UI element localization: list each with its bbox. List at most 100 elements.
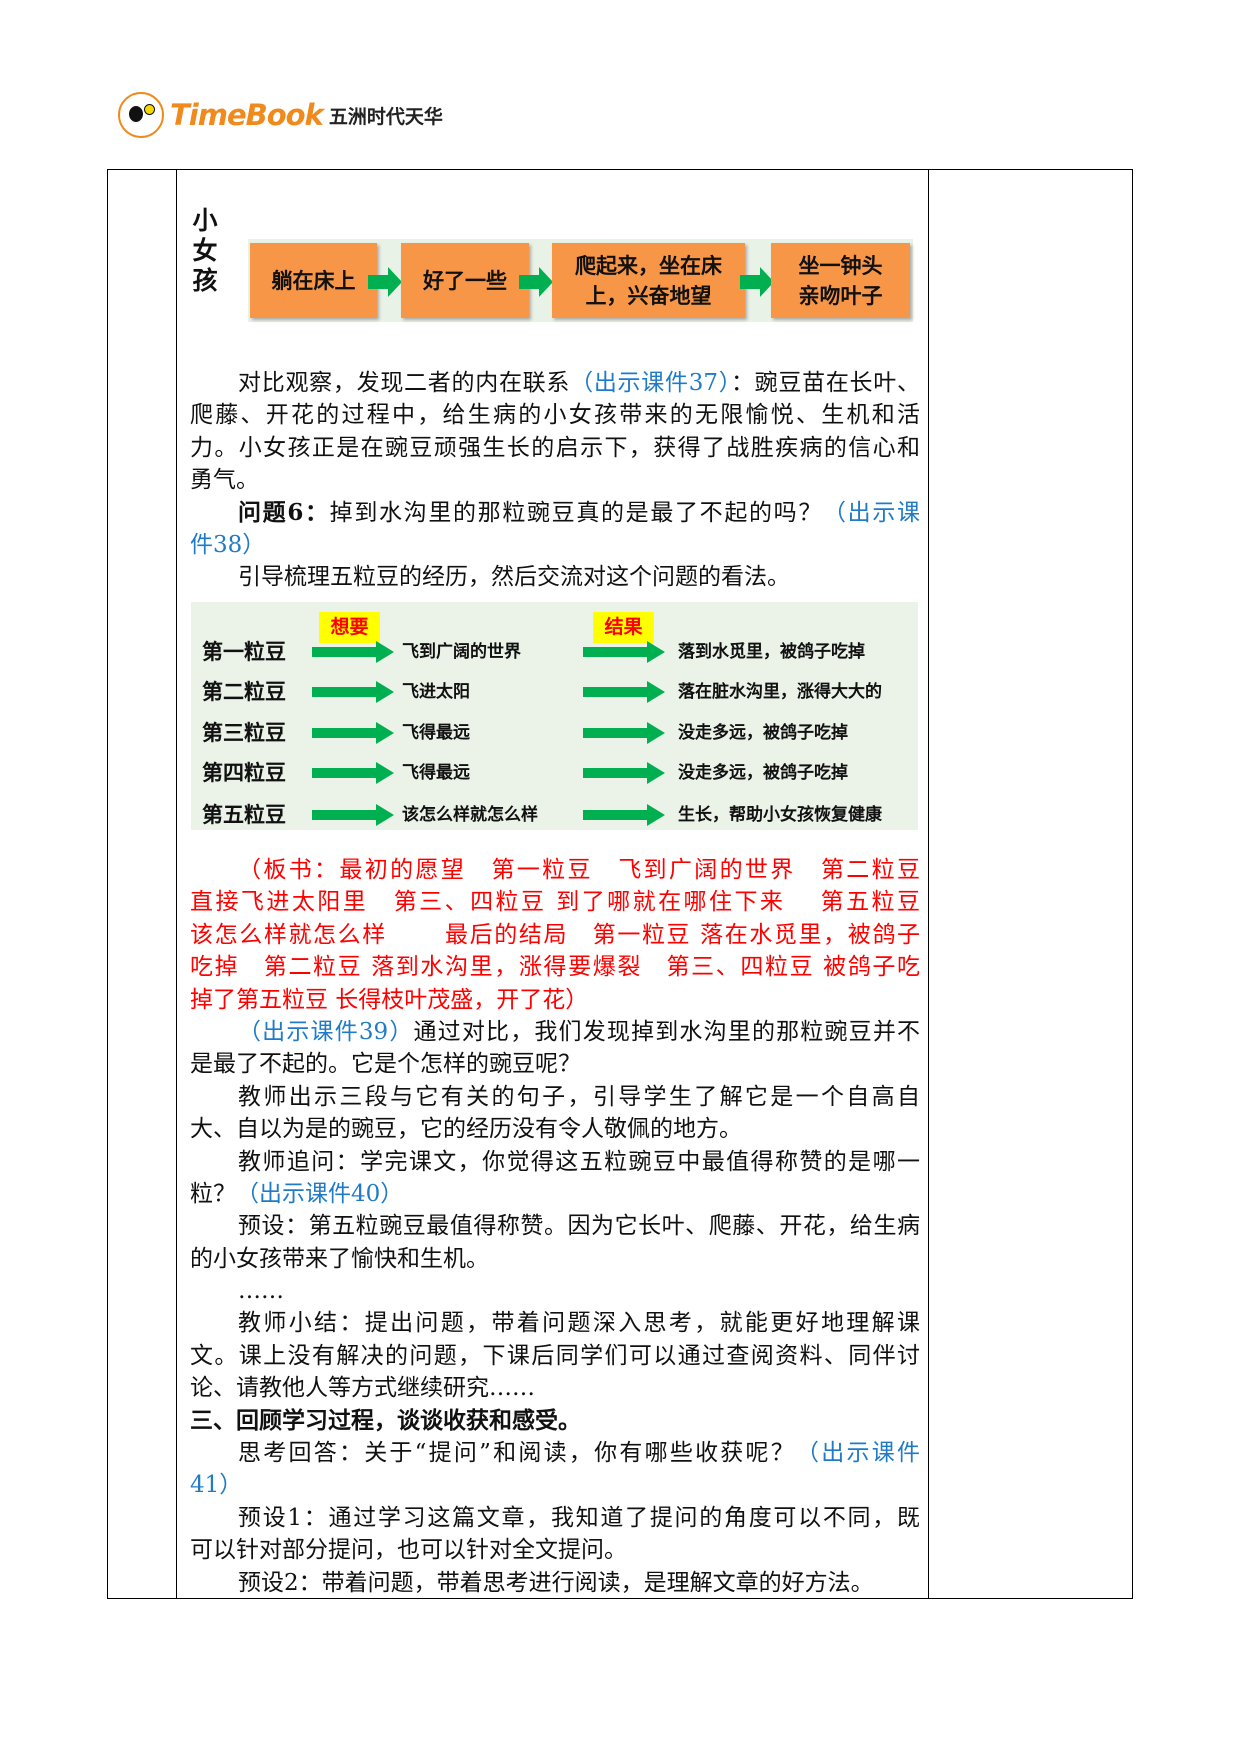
pea-result: 落到水觅里，被鸽子吃掉 [678, 642, 865, 662]
text-line: 爬藤、开花的过程中，给生病的小女孩带来的无限愉悦、生机和活 [190, 399, 920, 431]
text-segment: 预设2：带着问题，带着思考进行阅读，是理解文章的好方法。 [238, 1569, 874, 1596]
text-segment: 教师出示三段与它有关的句子，引导学生了解它是一个自高自 [238, 1083, 920, 1110]
mascot-icon [118, 92, 164, 138]
text-segment: 可以针对部分提问，也可以针对全文提问。 [190, 1537, 627, 1564]
text-line: 预设：第五粒豌豆最值得称赞。因为它长叶、爬藤、开花，给生病 [190, 1210, 920, 1242]
pea-label: 第五粒豆 [202, 802, 286, 827]
text-segment: 教师追问：学完课文，你觉得这五粒豌豆中最值得称赞的是哪一 [238, 1148, 920, 1175]
tag-result: 结果 [593, 612, 654, 643]
arrow-right-icon [583, 804, 665, 826]
arrow-right-icon [312, 762, 394, 784]
text-segment: ：豌豆苗在长叶、 [730, 370, 920, 396]
pea-row: 第三粒豆 飞得最远 没走多远，被鸽子吃掉 [191, 716, 918, 750]
text-segment: 通过对比，我们发现掉到水沟里的那粒豌豆并不 [413, 1018, 921, 1045]
arrow-right-icon [312, 804, 394, 826]
arrow-right-icon [583, 722, 665, 744]
courseware-ref: （出示课件39） [238, 1018, 414, 1045]
text-line: 引导梳理五粒豆的经历，然后交流对这个问题的看法。 [190, 561, 920, 593]
pea-label: 第三粒豆 [202, 720, 286, 745]
text-section-a: 对比观察，发现二者的内在联系（出示课件37）：豌豆苗在长叶、爬藤、开花的过程中，… [190, 367, 920, 594]
text-section-b: （板书：最初的愿望 第一粒豆 飞到广阔的世界 第二粒豆 直接飞进太阳里 第三、四粒… [190, 854, 920, 1599]
pea-row: 第一粒豆 飞到广阔的世界 落到水觅里，被鸽子吃掉 [191, 635, 918, 669]
text-line: 对比观察，发现二者的内在联系（出示课件37）：豌豆苗在长叶、 [190, 367, 920, 399]
text-line: 大、自以为是的豌豆，它的经历没有令人敬佩的地方。 [190, 1113, 920, 1145]
text-segment: 思考回答：关于“提问”和阅读，你有哪些收获呢？ [238, 1440, 797, 1467]
text-line: 问题6：掉到水沟里的那粒豌豆真的是最了不起的吗？（出示课 [190, 497, 920, 529]
text-segment: 论、请教他人等方式继续研究…… [190, 1375, 535, 1402]
pea-want: 飞进太阳 [402, 682, 470, 702]
text-line: 可以针对部分提问，也可以针对全文提问。 [190, 1534, 920, 1566]
arrow-right-icon [519, 267, 553, 297]
text-line: 41） [190, 1469, 920, 1501]
flow-step: 爬起来，坐在床上，兴奋地望 [552, 243, 745, 318]
table-border-top [107, 169, 1132, 170]
arrow-right-icon [312, 722, 394, 744]
text-segment: 爬藤、开花的过程中，给生病的小女孩带来的无限愉悦、生机和活 [190, 402, 920, 429]
text-segment: 力。小女孩正是在豌豆顽强生长的启示下，获得了战胜疾病的信心和 [190, 434, 920, 461]
arrow-right-icon [368, 267, 402, 297]
timebook-logo: TimeBook 五洲时代天华 [118, 92, 443, 138]
arrow-right-icon [583, 762, 665, 784]
table-col-divider [176, 169, 177, 1599]
text-segment: 引导梳理五粒豆的经历，然后交流对这个问题的看法。 [238, 564, 790, 591]
bold-heading: 三、回顾学习过程，谈谈收获和感受。 [190, 1406, 581, 1434]
pea-row: 第二粒豆 飞进太阳 落在脏水沟里，涨得大大的 [191, 675, 918, 709]
arrow-right-icon [312, 681, 394, 703]
text-line: （出示课件39）通过对比，我们发现掉到水沟里的那粒豌豆并不 [190, 1016, 920, 1048]
text-line: 教师小结：提出问题，带着问题深入思考，就能更好地理解课 [190, 1307, 920, 1339]
text-segment: 文。课上没有解决的问题，下课后同学们可以通过查阅资料、同伴讨 [190, 1342, 920, 1369]
text-line: 直接飞进太阳里 第三、四粒豆 到了哪就在哪住下来 第五粒豆 [190, 886, 920, 918]
text-line: 件38） [190, 529, 920, 561]
text-segment: 预设：第五粒豌豆最值得称赞。因为它长叶、爬藤、开花，给生病 [238, 1213, 920, 1240]
pea-result: 没走多远，被鸽子吃掉 [678, 763, 848, 783]
text-line: 粒？（出示课件40） [190, 1178, 920, 1210]
text-line: 教师追问：学完课文，你觉得这五粒豌豆中最值得称赞的是哪一 [190, 1146, 920, 1178]
text-line: 掉了第五粒豆 长得枝叶茂盛，开了花） [190, 984, 920, 1016]
text-line: 勇气。 [190, 464, 920, 496]
flow-step: 坐一钟头亲吻叶子 [771, 243, 910, 318]
logo-brand: TimeBook [170, 98, 324, 132]
tag-want: 想要 [319, 612, 380, 643]
flow-step: 躺在床上 [250, 243, 377, 318]
text-line: （板书：最初的愿望 第一粒豆 飞到广阔的世界 第二粒豆 [190, 854, 920, 886]
courseware-ref: （出示课 [823, 499, 920, 526]
logo-brand-cn: 五洲时代天华 [328, 105, 443, 128]
text-line: 思考回答：关于“提问”和阅读，你有哪些收获呢？（出示课件 [190, 1437, 920, 1469]
pea-want: 飞得最远 [402, 723, 470, 743]
text-segment: 预设1：通过学习这篇文章，我知道了提问的角度可以不同，既 [238, 1504, 920, 1531]
table-border-bottom [107, 1598, 1132, 1599]
pea-want: 该怎么样就怎么样 [402, 805, 538, 825]
pea-label: 第一粒豆 [202, 639, 286, 664]
text-line: 预设2：带着问题，带着思考进行阅读，是理解文章的好方法。 [190, 1567, 920, 1599]
table-border-right [1132, 169, 1133, 1599]
table-border-left [107, 169, 108, 1599]
courseware-ref: （出示课件37） [570, 370, 731, 396]
courseware-ref: 件38） [190, 531, 266, 558]
text-segment: 勇气。 [190, 467, 259, 494]
arrow-right-icon [312, 641, 394, 663]
pea-result: 没走多远，被鸽子吃掉 [678, 723, 848, 743]
text-segment: 的小女孩带来了愉快和生机。 [190, 1245, 489, 1272]
text-segment: 大、自以为是的豌豆，它的经历没有令人敬佩的地方。 [190, 1116, 742, 1143]
text-line: 是最了不起的。它是个怎样的豌豆呢？ [190, 1048, 920, 1080]
text-segment: 教师小结：提出问题，带着问题深入思考，就能更好地理解课 [238, 1310, 920, 1337]
pea-label: 第四粒豆 [202, 760, 286, 785]
text-segment: 掉到水沟里的那粒豌豆真的是最了不起的吗？ [329, 499, 823, 526]
pea-result: 落在脏水沟里，涨得大大的 [678, 682, 882, 702]
text-line: 的小女孩带来了愉快和生机。 [190, 1243, 920, 1275]
pea-result: 生长，帮助小女孩恢复健康 [678, 805, 882, 825]
board-note: 掉了第五粒豆 长得枝叶茂盛，开了花） [190, 986, 589, 1013]
text-segment: 对比观察，发现二者的内在联系 [238, 370, 571, 396]
text-line: 吃掉 第二粒豆 落到水沟里，涨得要爆裂 第三、四粒豆 被鸽子吃 [190, 951, 920, 983]
pea-row: 第五粒豆 该怎么样就怎么样 生长，帮助小女孩恢复健康 [191, 798, 918, 832]
girl-flow-diagram: 躺在床上 好了一些 爬起来，坐在床上，兴奋地望 坐一钟头亲吻叶子 [248, 239, 913, 322]
arrow-right-icon [583, 641, 665, 663]
arrow-right-icon [740, 267, 774, 297]
pea-row: 第四粒豆 飞得最远 没走多远，被鸽子吃掉 [191, 756, 918, 790]
pea-want: 飞得最远 [402, 763, 470, 783]
text-line: 三、回顾学习过程，谈谈收获和感受。 [190, 1405, 920, 1437]
text-segment: 粒？ [190, 1180, 236, 1207]
arrow-right-icon [583, 681, 665, 703]
courseware-ref: （出示课件 [796, 1440, 920, 1467]
text-segment: 是最了不起的。它是个怎样的豌豆呢？ [190, 1051, 581, 1078]
